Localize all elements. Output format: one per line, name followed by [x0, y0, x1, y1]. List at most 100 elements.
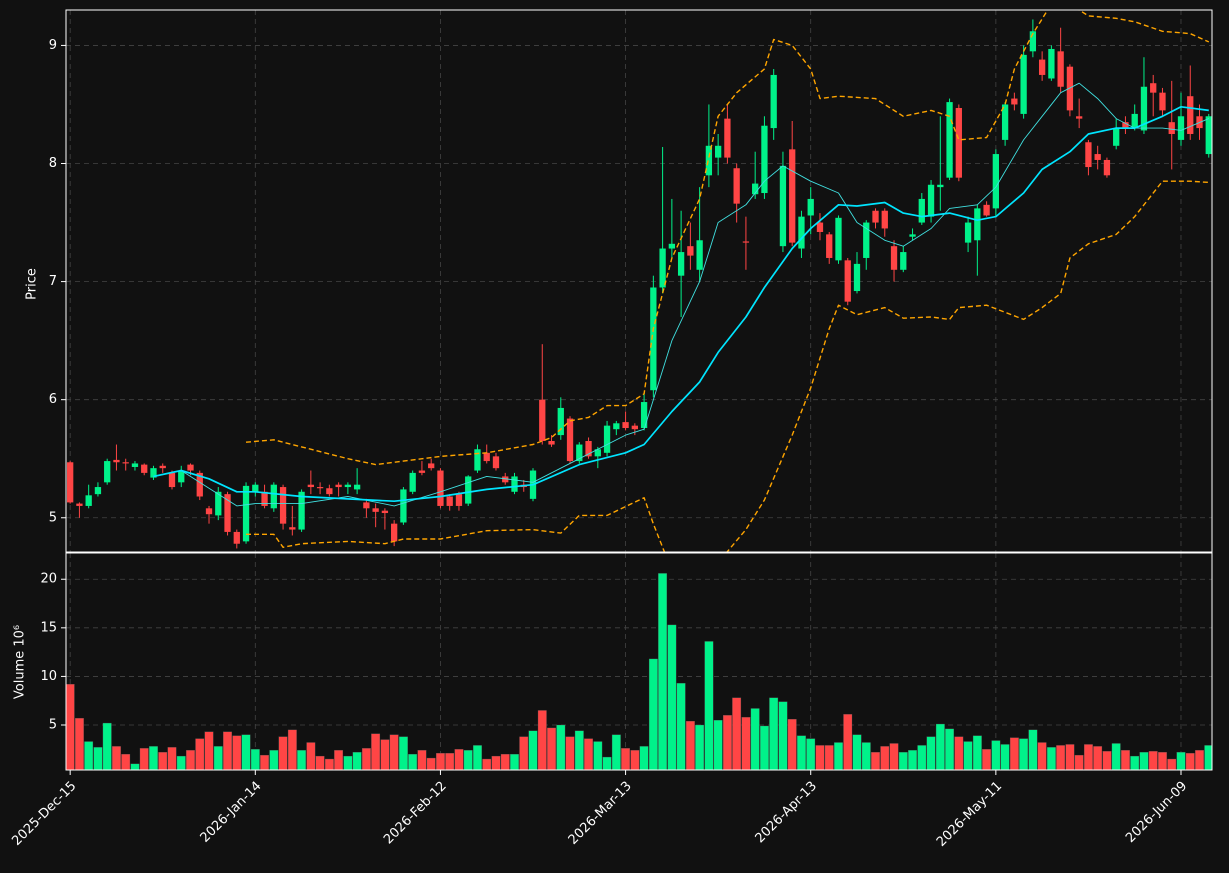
volume-bar: [149, 746, 158, 770]
candle-body: [770, 74, 777, 129]
y-tick-label: 5: [49, 718, 57, 733]
candle-body: [279, 487, 287, 524]
candle-body: [622, 422, 629, 429]
volume-bar: [260, 754, 269, 770]
volume-bar: [797, 735, 806, 770]
volume-bar: [889, 743, 899, 770]
y-tick-label: 6: [49, 392, 57, 407]
candle-body: [298, 491, 305, 530]
candle-body: [205, 508, 213, 515]
candle-body: [409, 472, 416, 492]
volume-bar: [1167, 758, 1177, 770]
candle-body: [1205, 116, 1212, 155]
volume-bar: [908, 750, 917, 770]
volume-bar: [112, 746, 121, 770]
candle-body: [918, 198, 925, 223]
candle-body: [964, 222, 972, 243]
volume-bar: [1000, 744, 1010, 770]
volume-bar: [852, 734, 862, 770]
price-panel: [67, 10, 1212, 552]
candle-body: [927, 184, 935, 217]
candle-body: [677, 252, 685, 276]
candle-body: [261, 491, 268, 506]
candle-body: [1085, 142, 1092, 168]
candle-body: [1038, 59, 1046, 75]
volume-bar: [815, 745, 825, 770]
candle-body: [1187, 96, 1194, 134]
volume-bar: [139, 748, 149, 770]
candle-body: [122, 462, 129, 464]
candle-body: [613, 423, 620, 430]
volume-bar: [565, 736, 575, 770]
volume-bar: [463, 750, 473, 770]
overlay-line: [246, 180, 1209, 552]
candle-body: [428, 463, 435, 469]
volume-bar: [982, 749, 992, 770]
volume-bar: [482, 758, 492, 770]
candle-body: [1020, 54, 1027, 114]
candle-body: [511, 476, 518, 492]
volume-bar: [769, 697, 779, 770]
volume-bar: [584, 738, 593, 770]
volume-bar: [1158, 752, 1167, 770]
candle-body: [418, 470, 426, 473]
candle-body: [446, 496, 453, 506]
volume-bar: [473, 745, 482, 770]
volume-bar: [676, 683, 686, 770]
volume-bar: [361, 748, 371, 770]
volume-bar: [760, 725, 769, 770]
volume-bar: [306, 742, 316, 770]
volume-bar: [945, 728, 954, 770]
volume-bar: [806, 738, 816, 770]
volume-bar: [722, 715, 732, 770]
volume-bar: [454, 749, 464, 770]
candle-body: [752, 183, 759, 195]
volume-bar: [972, 735, 982, 770]
volume-bar: [778, 701, 788, 770]
candle-body: [807, 198, 814, 216]
volume-bar: [232, 735, 242, 770]
volume-bar: [186, 750, 195, 770]
volume-bar: [834, 742, 843, 770]
candle-body: [1113, 128, 1120, 146]
candle-body: [557, 407, 564, 436]
candle-body: [585, 441, 592, 457]
volume-bar: [1204, 745, 1212, 770]
candle-body: [1131, 113, 1138, 129]
candle-body: [492, 456, 500, 469]
volume-bar: [602, 756, 612, 770]
candle-body: [640, 402, 648, 429]
candle-body: [1177, 116, 1185, 140]
volume-bar: [278, 736, 288, 770]
candle-body: [816, 222, 824, 232]
volume-bar: [84, 741, 94, 770]
volume-bar: [843, 714, 853, 770]
volume-bar: [926, 736, 936, 770]
volume-bar: [500, 754, 510, 770]
volume-bar: [732, 697, 742, 770]
candle-body: [705, 145, 713, 176]
volume-bar: [1195, 750, 1204, 770]
volume-bar: [436, 753, 445, 770]
volume-bar: [1028, 729, 1038, 770]
candle-body: [326, 488, 333, 495]
candle-body: [1103, 159, 1111, 176]
candle-body: [1076, 116, 1083, 119]
candle-body: [131, 463, 139, 467]
volume-bar: [1185, 753, 1195, 770]
volume-bar: [593, 741, 603, 770]
candle-body: [603, 425, 611, 453]
candle-body: [724, 118, 731, 158]
y-tick-label: 15: [40, 620, 57, 635]
volume-bar: [519, 736, 529, 770]
volume-bar: [1046, 747, 1056, 770]
overlay-line: [245, 10, 1210, 466]
volume-bar: [713, 719, 723, 770]
volume-bar: [935, 723, 945, 770]
candle-body: [113, 459, 120, 463]
y-tick-label: 9: [49, 38, 57, 53]
volume-bar: [954, 736, 964, 770]
candle-body: [372, 508, 379, 512]
y-tick-label: 7: [49, 274, 57, 289]
candle-body: [1094, 154, 1101, 160]
